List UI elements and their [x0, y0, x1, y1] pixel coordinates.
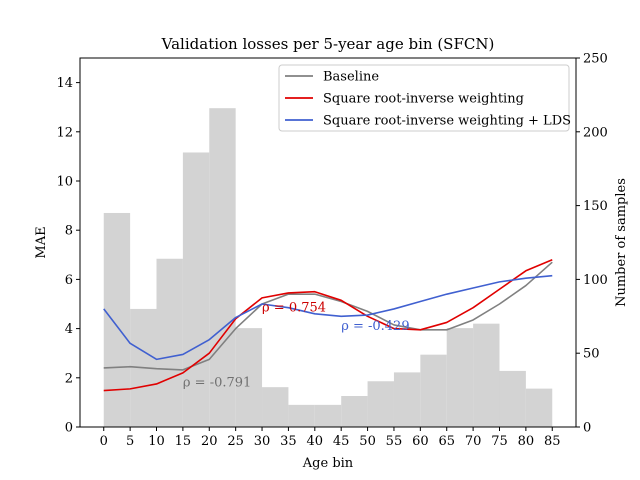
x-tick-label: 30: [254, 434, 271, 449]
legend-entry: Square root-inverse weighting + LDS: [323, 114, 571, 129]
histogram-bar: [314, 404, 342, 427]
x-tick-label: 80: [518, 434, 535, 449]
histogram-bar: [235, 328, 263, 427]
x-tick-label: 10: [148, 434, 165, 449]
y-tick-label: 2: [65, 371, 73, 386]
histogram-bar: [367, 381, 394, 427]
histogram-bar: [262, 387, 289, 427]
histogram-bar: [209, 108, 236, 428]
y2-tick-label: 0: [583, 421, 591, 436]
y-tick-label: 8: [65, 224, 73, 239]
x-tick-label: 0: [100, 434, 108, 449]
legend-entry: Square root-inverse weighting: [323, 92, 524, 107]
y2-tick-label: 200: [583, 125, 608, 140]
series-lines: [103, 258, 553, 392]
histogram-bar: [341, 396, 368, 427]
histogram-bars: [103, 108, 553, 428]
y-tick-label: 6: [65, 273, 73, 288]
x-tick-label: 70: [465, 434, 482, 449]
y2-axis-label: Number of samples: [614, 178, 629, 307]
x-tick-label: 35: [280, 434, 297, 449]
y-tick-label: 0: [65, 421, 73, 436]
x-tick-label: 75: [491, 434, 508, 449]
x-tick-label: 40: [307, 434, 324, 449]
x-tick-label: 45: [333, 434, 350, 449]
x-tick-label: 85: [544, 434, 561, 449]
y2-tick-label: 150: [583, 199, 608, 214]
histogram-bar: [499, 370, 526, 427]
x-axis-label: Age bin: [302, 456, 354, 471]
legend: Baseline Square root-inverse weighting Squ…: [278, 64, 571, 132]
plot-frame: [79, 57, 577, 428]
y-tick-label: 4: [65, 322, 73, 337]
x-tick-label: 55: [386, 434, 403, 449]
chart-title: Validation losses per 5-year age bin (SF…: [161, 35, 495, 53]
y-axis-right: 0 50 100 150 200 250: [576, 52, 608, 436]
correlation-annotation: ρ = 0.754: [262, 300, 326, 315]
histogram-bar: [473, 323, 500, 427]
series-line: [103, 261, 553, 371]
y-axis-left: 0 2 4 6 8 10 12 14: [56, 76, 80, 436]
histogram-bar: [525, 388, 553, 427]
histogram-bar: [103, 212, 131, 427]
y-tick-label: 12: [56, 125, 73, 140]
x-axis: 0 5 10 15 20 25 30 35 40 45 50 55 60 65 70 75 80 85: [100, 427, 561, 449]
y2-tick-label: 100: [583, 273, 608, 288]
y-tick-label: 14: [56, 76, 73, 91]
y2-tick-label: 50: [583, 347, 600, 362]
histogram-bar: [420, 354, 447, 427]
x-tick-label: 25: [227, 434, 244, 449]
x-tick-label: 15: [175, 434, 192, 449]
annotations: ρ = -0.791 ρ = 0.754 ρ = -0.429: [183, 300, 410, 390]
histogram-bar: [182, 152, 210, 428]
x-tick-label: 5: [126, 434, 134, 449]
correlation-annotation: ρ = -0.429: [341, 319, 409, 334]
y2-tick-label: 250: [583, 52, 608, 67]
correlation-annotation: ρ = -0.791: [183, 375, 251, 390]
x-tick-label: 20: [201, 434, 218, 449]
legend-box: [278, 64, 570, 132]
x-tick-label: 50: [359, 434, 376, 449]
x-tick-label: 65: [438, 434, 455, 449]
series-line: [103, 258, 553, 392]
x-tick-label: 60: [412, 434, 429, 449]
y-axis-label: MAE: [34, 226, 49, 258]
y-tick-label: 10: [56, 175, 73, 190]
histogram-bar: [393, 372, 421, 427]
histogram-bar: [156, 258, 183, 427]
histogram-bar: [288, 404, 315, 427]
legend-entry: Baseline: [323, 70, 379, 85]
histogram-bar: [446, 328, 474, 427]
series-line: [103, 274, 553, 361]
